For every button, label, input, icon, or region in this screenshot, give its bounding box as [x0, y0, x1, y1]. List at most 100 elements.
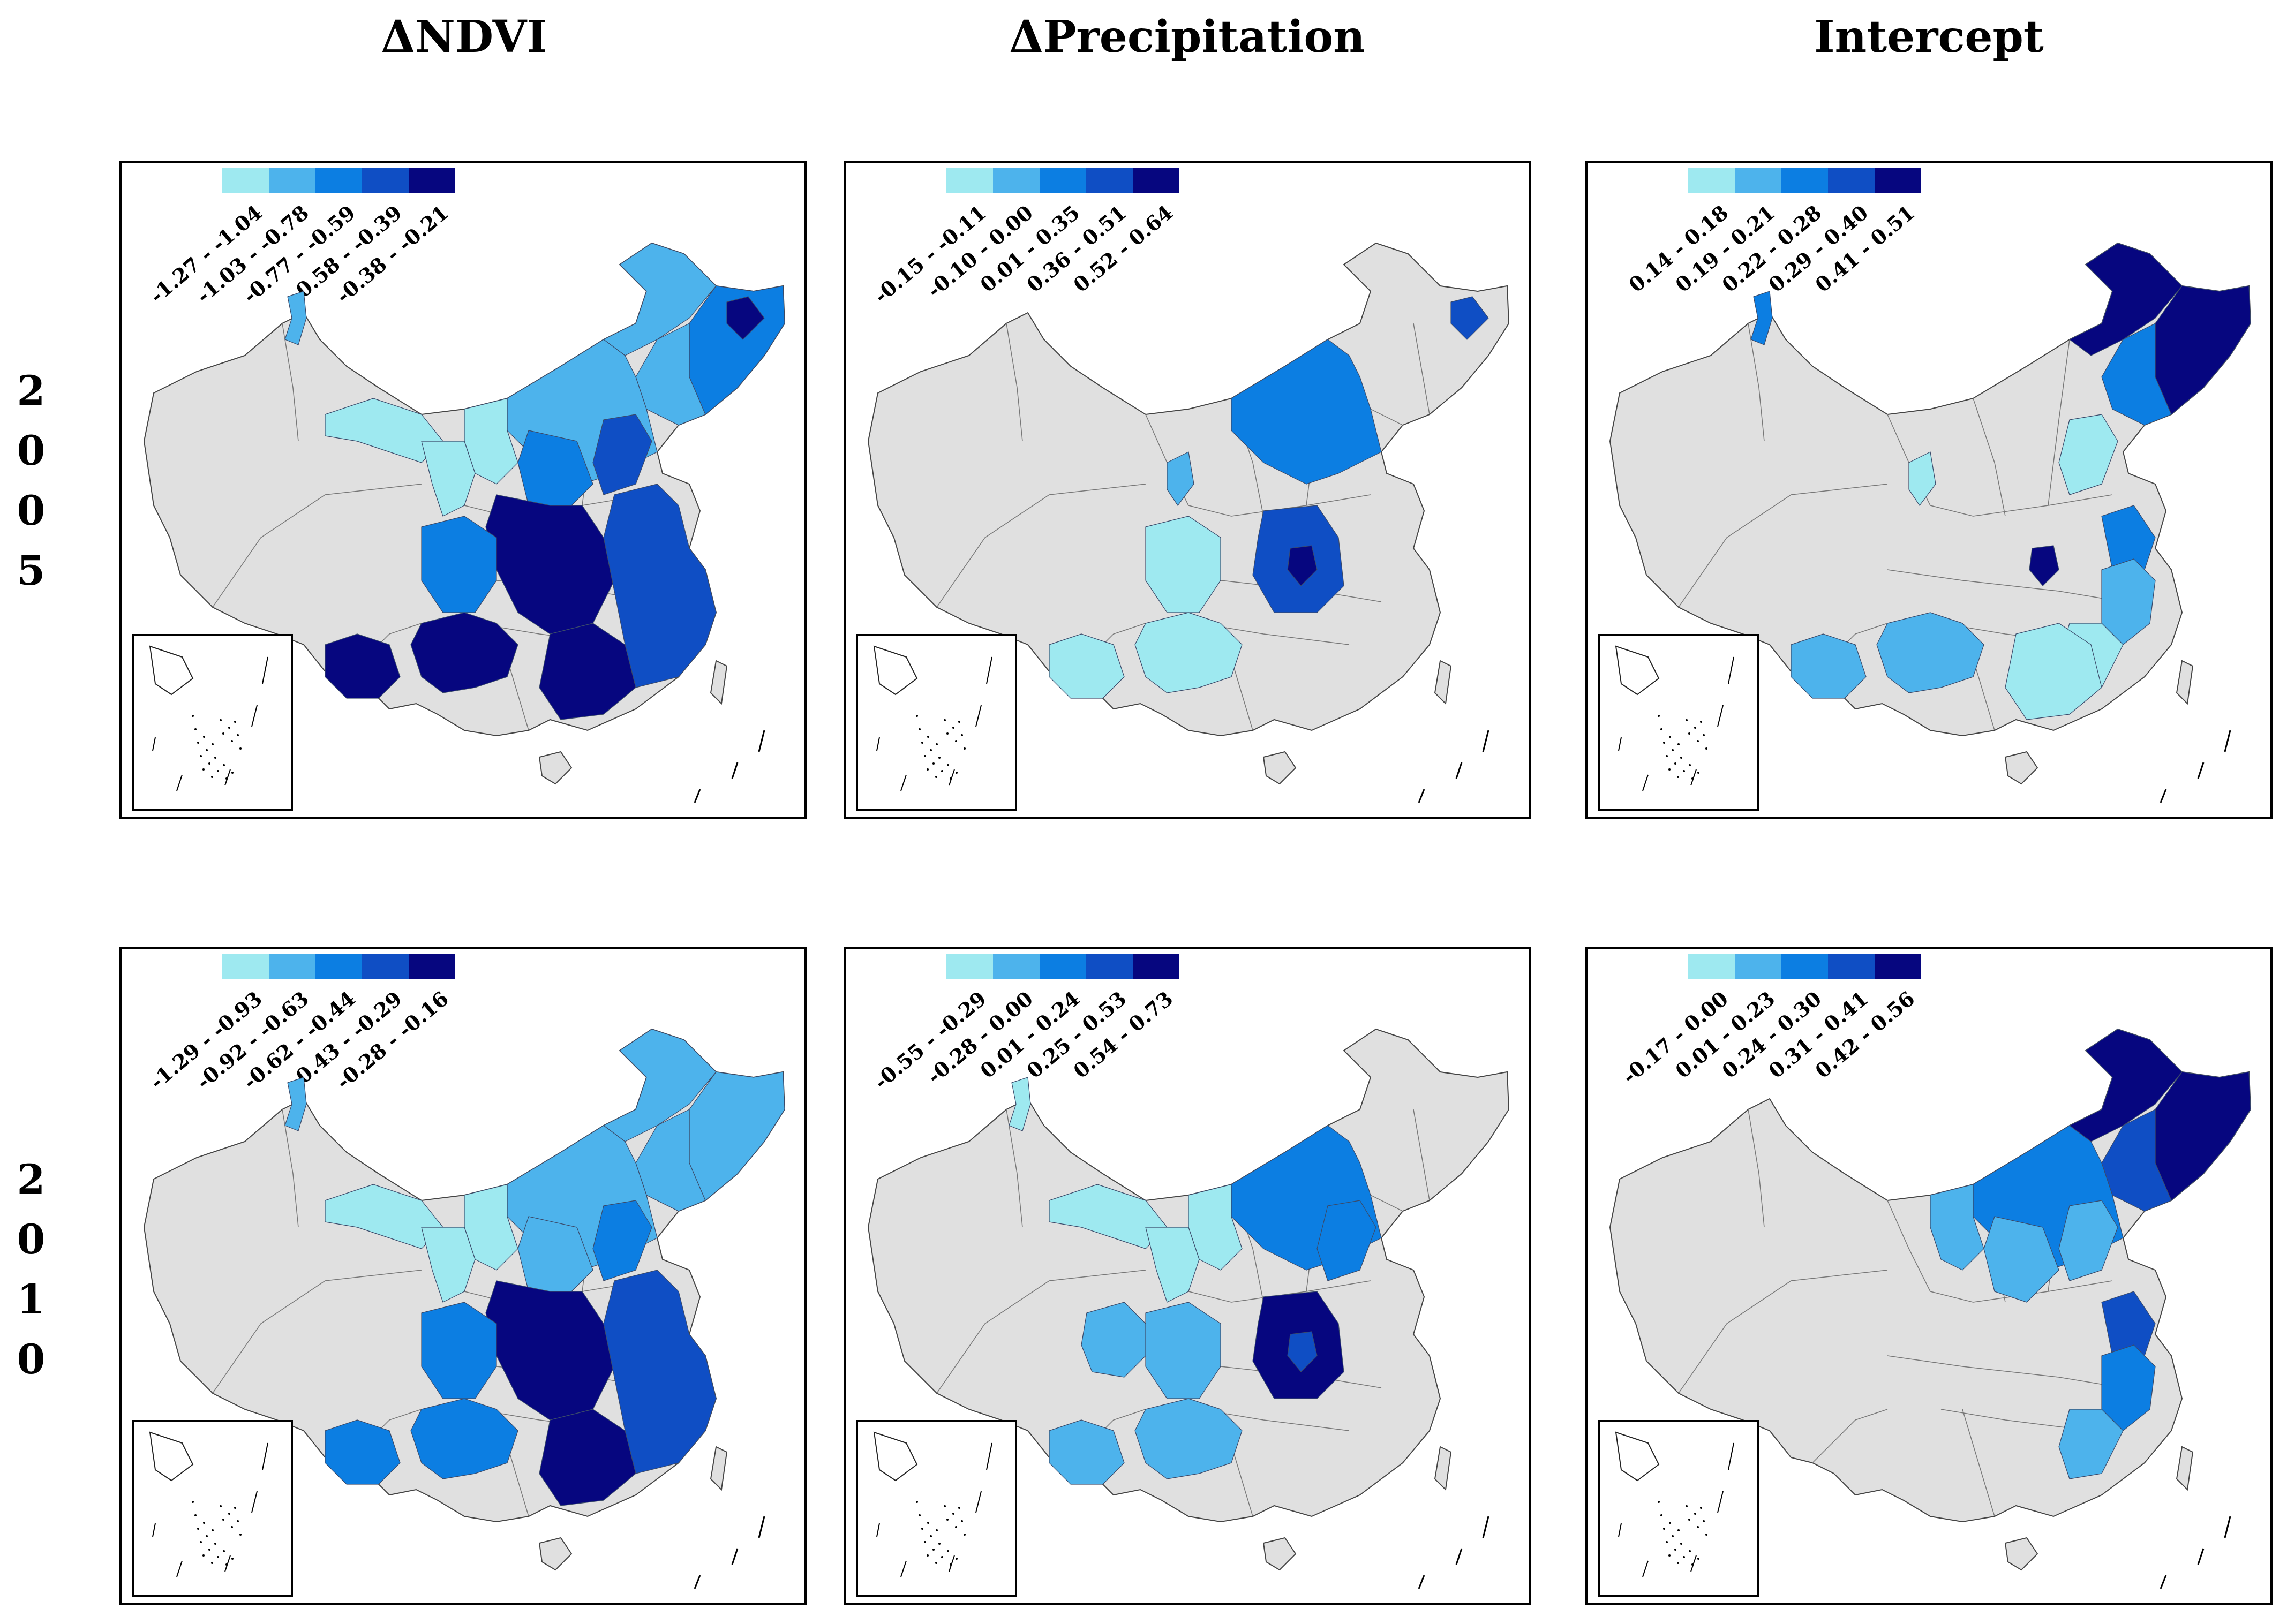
map-panel-ndvi-2005: -1.27 - -1.04 -1.03 - -0.78 -0.77 - -0.59-…	[119, 161, 807, 819]
region-qinghai	[1081, 1302, 1146, 1378]
inset-boundary-dash	[900, 1560, 907, 1577]
inset-boundary-dash	[876, 1523, 880, 1537]
sea-boundary-dash	[2160, 789, 2167, 803]
legend-swatch-4	[1828, 954, 1875, 979]
region-gansu	[1049, 1184, 1168, 1249]
region-east	[603, 1270, 717, 1474]
inset-island-dot	[228, 727, 230, 729]
inset-island-dot	[225, 1563, 228, 1566]
inset-island-dot	[950, 777, 952, 780]
inset-boundary-dash	[1690, 1555, 1697, 1572]
region-beijing	[1316, 1200, 1376, 1281]
map-panel-precipitation-2005: -0.15 - -0.11 -0.10 - 0.00 0.01 - 0.35 0.36…	[844, 161, 1531, 819]
region-henanhole	[1287, 545, 1318, 586]
inset-island-dot	[930, 1535, 932, 1537]
region-ne1	[2069, 1029, 2183, 1142]
legend-swatch-3	[315, 168, 362, 193]
inset-island-dot	[1688, 1519, 1690, 1521]
province-border	[1006, 1109, 1023, 1228]
choropleth-map	[1609, 1028, 2252, 1589]
inset-island-dot	[1689, 764, 1691, 766]
inset-island-dot	[1703, 1520, 1705, 1522]
inset-island-dot	[1674, 762, 1676, 765]
inset-map	[873, 645, 992, 791]
legend-swatch-1	[946, 954, 993, 979]
inset-island-dot	[1697, 1526, 1699, 1528]
inset-island-dot	[231, 772, 234, 774]
province-border	[212, 484, 422, 608]
legend-swatch-1	[1688, 954, 1735, 979]
region-beijing	[2058, 414, 2118, 495]
row-label-2010: 2 0 1 0	[10, 1150, 52, 1389]
inset-island-dot	[956, 772, 958, 774]
inset-island-dot	[217, 1556, 219, 1558]
inset-island-dot	[1668, 1554, 1671, 1557]
inset-island-dot	[938, 1543, 941, 1545]
inset-boundary-dash	[1728, 656, 1734, 684]
inset-island-dot	[194, 1514, 197, 1516]
inset-coastline	[1615, 1431, 1660, 1482]
province-border	[936, 1270, 1146, 1394]
inset-island-dot	[1668, 768, 1671, 771]
legend-swatch-4	[362, 168, 409, 193]
inset-boundary-dash	[224, 769, 231, 786]
inset-island-dot	[944, 1505, 946, 1507]
choropleth-map	[1609, 242, 2252, 803]
legend-swatch-4	[1086, 168, 1133, 193]
legend-swatch-1	[222, 168, 269, 193]
column-title-intercept: Intercept	[1814, 11, 2044, 63]
legend-swatch-3	[1781, 954, 1828, 979]
row-label-char: 0	[17, 1335, 46, 1383]
inset-island-dot	[1660, 1514, 1662, 1516]
inset-island-dot	[1697, 1558, 1699, 1560]
region-ne3	[635, 323, 706, 426]
province-border	[1930, 494, 2113, 517]
inset-boundary-dash	[1728, 1442, 1734, 1470]
inset-island-dot	[936, 743, 938, 745]
inset-boundary-dash	[876, 737, 880, 751]
province-border	[1973, 398, 2006, 517]
inset-island-dot	[927, 1522, 929, 1524]
inset-island-dot	[200, 755, 202, 757]
inset-island-dot	[1691, 1563, 1694, 1566]
inset-boundary-dash	[1642, 774, 1649, 791]
inset-island-dot	[194, 728, 197, 730]
region-ne3	[2101, 323, 2172, 426]
inset-island-dot	[961, 734, 963, 736]
inset-island-dot	[220, 719, 222, 721]
region-ne4	[1450, 296, 1489, 340]
inset-island-dot	[1666, 755, 1668, 757]
legend-swatch-4	[1828, 168, 1875, 193]
inset-island-dot	[936, 1529, 938, 1531]
inset-island-dot	[239, 1534, 242, 1536]
legend-swatch-2	[993, 168, 1040, 193]
sea-boundary-dash	[2160, 1575, 2167, 1589]
inset-island-dot	[1666, 1541, 1668, 1543]
column-title-delta-precipitation: ΔPrecipitation	[1009, 11, 1365, 63]
inset-boundary-dash	[1642, 1560, 1649, 1577]
inset-boundary-dash	[1717, 705, 1724, 727]
taiwan-island	[710, 1446, 728, 1491]
inset-boundary-dash	[900, 774, 907, 791]
inset-island-dot	[197, 1528, 199, 1530]
inset-island-dot	[1705, 747, 1707, 750]
inset-island-dot	[958, 721, 960, 723]
inset-island-dot	[1689, 1550, 1691, 1552]
region-yunnan	[325, 633, 401, 699]
inset-boundary-dash	[176, 774, 183, 791]
south-china-sea-inset	[1598, 634, 1759, 811]
inset-coastline	[149, 1431, 194, 1482]
inset-island-dot	[952, 727, 954, 729]
inset-island-dot	[222, 1519, 224, 1521]
inset-coastline	[1615, 645, 1660, 696]
province-border	[1370, 1195, 1403, 1212]
legend-swatch-3	[1040, 954, 1086, 979]
inset-island-dot	[1677, 776, 1679, 778]
taiwan-island	[1434, 1446, 1452, 1491]
inset-coastline	[873, 645, 918, 696]
inset-island-dot	[927, 736, 929, 738]
sea-boundary-dash	[1455, 762, 1463, 779]
choropleth-map	[867, 242, 1510, 803]
map-panel-ndvi-2010: -1.29 - -0.93 -0.92 - -0.63 -0.62 - -0.44-…	[119, 947, 807, 1605]
province-border	[1887, 1200, 1931, 1292]
